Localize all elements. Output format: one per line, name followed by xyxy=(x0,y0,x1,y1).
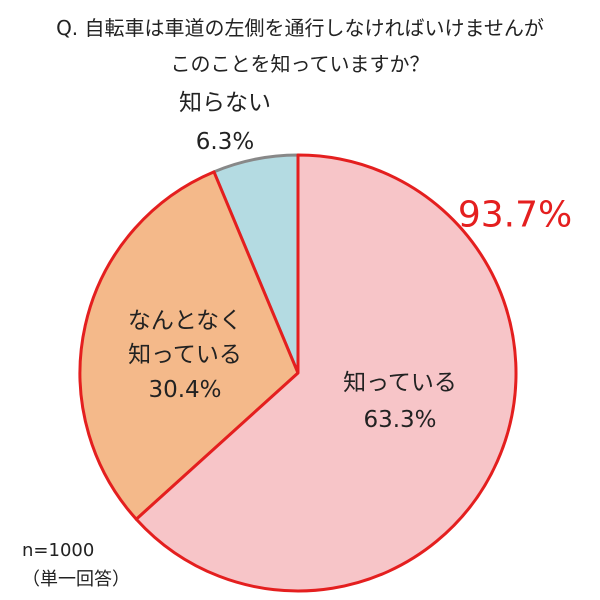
value-label: 30.4% xyxy=(148,377,222,403)
annotation: 93.7% xyxy=(457,194,573,236)
slice-label: なんとなく 知っている xyxy=(127,308,243,368)
value-label: 6.3% xyxy=(195,129,255,155)
note: n=1000 xyxy=(22,540,95,561)
note: （単一回答） xyxy=(22,569,130,590)
pie-slice xyxy=(78,170,300,521)
value-label: 63.3% xyxy=(363,407,437,433)
slice-label: 知らない xyxy=(179,90,271,116)
title: このことを知っていますか？ xyxy=(170,52,430,76)
title: Q. 自転車は車道の左側を通行しなければいけませんが xyxy=(56,16,544,40)
pie-slice xyxy=(134,153,518,593)
slice-label: 知っている xyxy=(343,370,457,396)
